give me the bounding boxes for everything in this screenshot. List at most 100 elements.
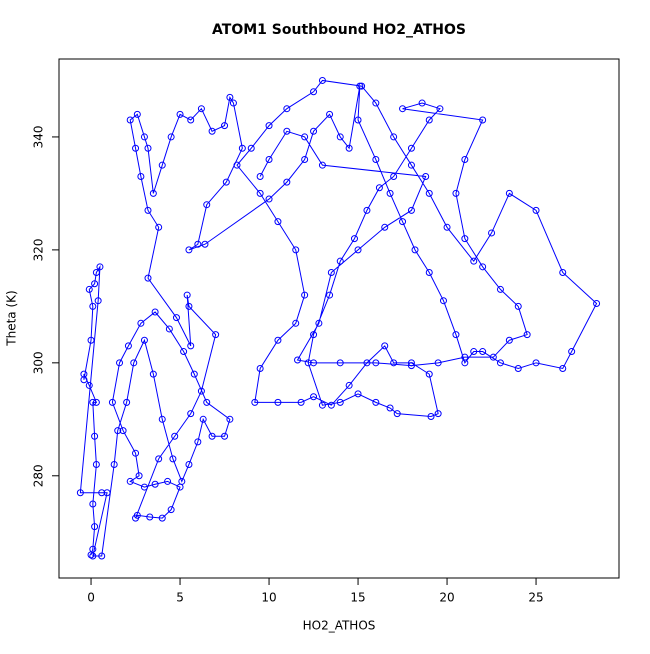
point bbox=[354, 390, 362, 398]
y-tick-label: 300 bbox=[32, 351, 46, 374]
point bbox=[407, 206, 415, 214]
point bbox=[149, 189, 157, 197]
point bbox=[85, 285, 93, 293]
point bbox=[593, 300, 601, 308]
point bbox=[194, 240, 202, 248]
point bbox=[470, 348, 478, 356]
point bbox=[137, 319, 145, 327]
point bbox=[144, 206, 152, 214]
y-axis-label: Theta (K) bbox=[5, 290, 19, 346]
point bbox=[137, 172, 145, 180]
point bbox=[247, 144, 255, 152]
point bbox=[381, 223, 389, 231]
point bbox=[151, 480, 159, 488]
point bbox=[155, 223, 163, 231]
point bbox=[274, 336, 282, 344]
point bbox=[158, 161, 166, 169]
point bbox=[523, 331, 531, 339]
point bbox=[301, 291, 309, 299]
point bbox=[194, 438, 202, 446]
point bbox=[87, 336, 95, 344]
point bbox=[135, 472, 143, 480]
x-tick-label: 15 bbox=[350, 591, 365, 605]
point bbox=[411, 246, 419, 254]
point bbox=[94, 297, 102, 305]
point bbox=[407, 359, 415, 367]
point bbox=[92, 460, 100, 468]
point bbox=[149, 370, 157, 378]
x-tick-label: 25 bbox=[528, 591, 543, 605]
point bbox=[407, 144, 415, 152]
point bbox=[133, 110, 141, 118]
point bbox=[151, 308, 159, 316]
point bbox=[505, 336, 513, 344]
point bbox=[85, 381, 93, 389]
point bbox=[452, 331, 460, 339]
point bbox=[310, 359, 318, 367]
point bbox=[297, 398, 305, 406]
point bbox=[187, 116, 195, 124]
point bbox=[327, 401, 335, 409]
point bbox=[146, 513, 154, 521]
point bbox=[559, 364, 567, 372]
point bbox=[488, 229, 496, 237]
point bbox=[425, 189, 433, 197]
point bbox=[363, 206, 371, 214]
point bbox=[92, 398, 100, 406]
point bbox=[126, 477, 134, 485]
point bbox=[283, 105, 291, 113]
point bbox=[470, 257, 478, 265]
point bbox=[199, 415, 207, 423]
point bbox=[233, 161, 241, 169]
point bbox=[183, 291, 191, 299]
point bbox=[327, 268, 335, 276]
plot-frame bbox=[58, 58, 620, 579]
point bbox=[436, 105, 444, 113]
point bbox=[80, 376, 88, 384]
point bbox=[91, 280, 99, 288]
point bbox=[393, 410, 401, 418]
point bbox=[422, 172, 430, 180]
point bbox=[386, 189, 394, 197]
point bbox=[76, 489, 84, 497]
point bbox=[98, 489, 106, 497]
point bbox=[375, 184, 383, 192]
point bbox=[318, 401, 326, 409]
point bbox=[283, 127, 291, 135]
point bbox=[187, 342, 195, 350]
point bbox=[439, 297, 447, 305]
point bbox=[568, 348, 576, 356]
point bbox=[222, 178, 230, 186]
x-axis-label: HO2_ATHOS bbox=[303, 619, 376, 633]
point bbox=[124, 342, 132, 350]
point bbox=[372, 359, 380, 367]
point bbox=[130, 359, 138, 367]
point bbox=[372, 156, 380, 164]
point bbox=[418, 99, 426, 107]
point bbox=[197, 387, 205, 395]
point bbox=[265, 156, 273, 164]
point bbox=[89, 552, 97, 560]
point bbox=[514, 364, 522, 372]
point bbox=[96, 263, 104, 271]
point bbox=[89, 500, 97, 508]
point bbox=[176, 483, 184, 491]
point bbox=[110, 460, 118, 468]
point bbox=[212, 331, 220, 339]
point bbox=[203, 201, 211, 209]
point bbox=[158, 514, 166, 522]
point bbox=[461, 156, 469, 164]
point bbox=[256, 364, 264, 372]
point bbox=[180, 348, 188, 356]
point bbox=[514, 302, 522, 310]
point bbox=[479, 116, 487, 124]
y-tick-label: 320 bbox=[32, 238, 46, 261]
point bbox=[326, 291, 334, 299]
point bbox=[461, 353, 469, 361]
point bbox=[443, 223, 451, 231]
point bbox=[292, 246, 300, 254]
point bbox=[326, 110, 334, 118]
point bbox=[358, 82, 366, 90]
point bbox=[505, 189, 513, 197]
point bbox=[208, 432, 216, 440]
